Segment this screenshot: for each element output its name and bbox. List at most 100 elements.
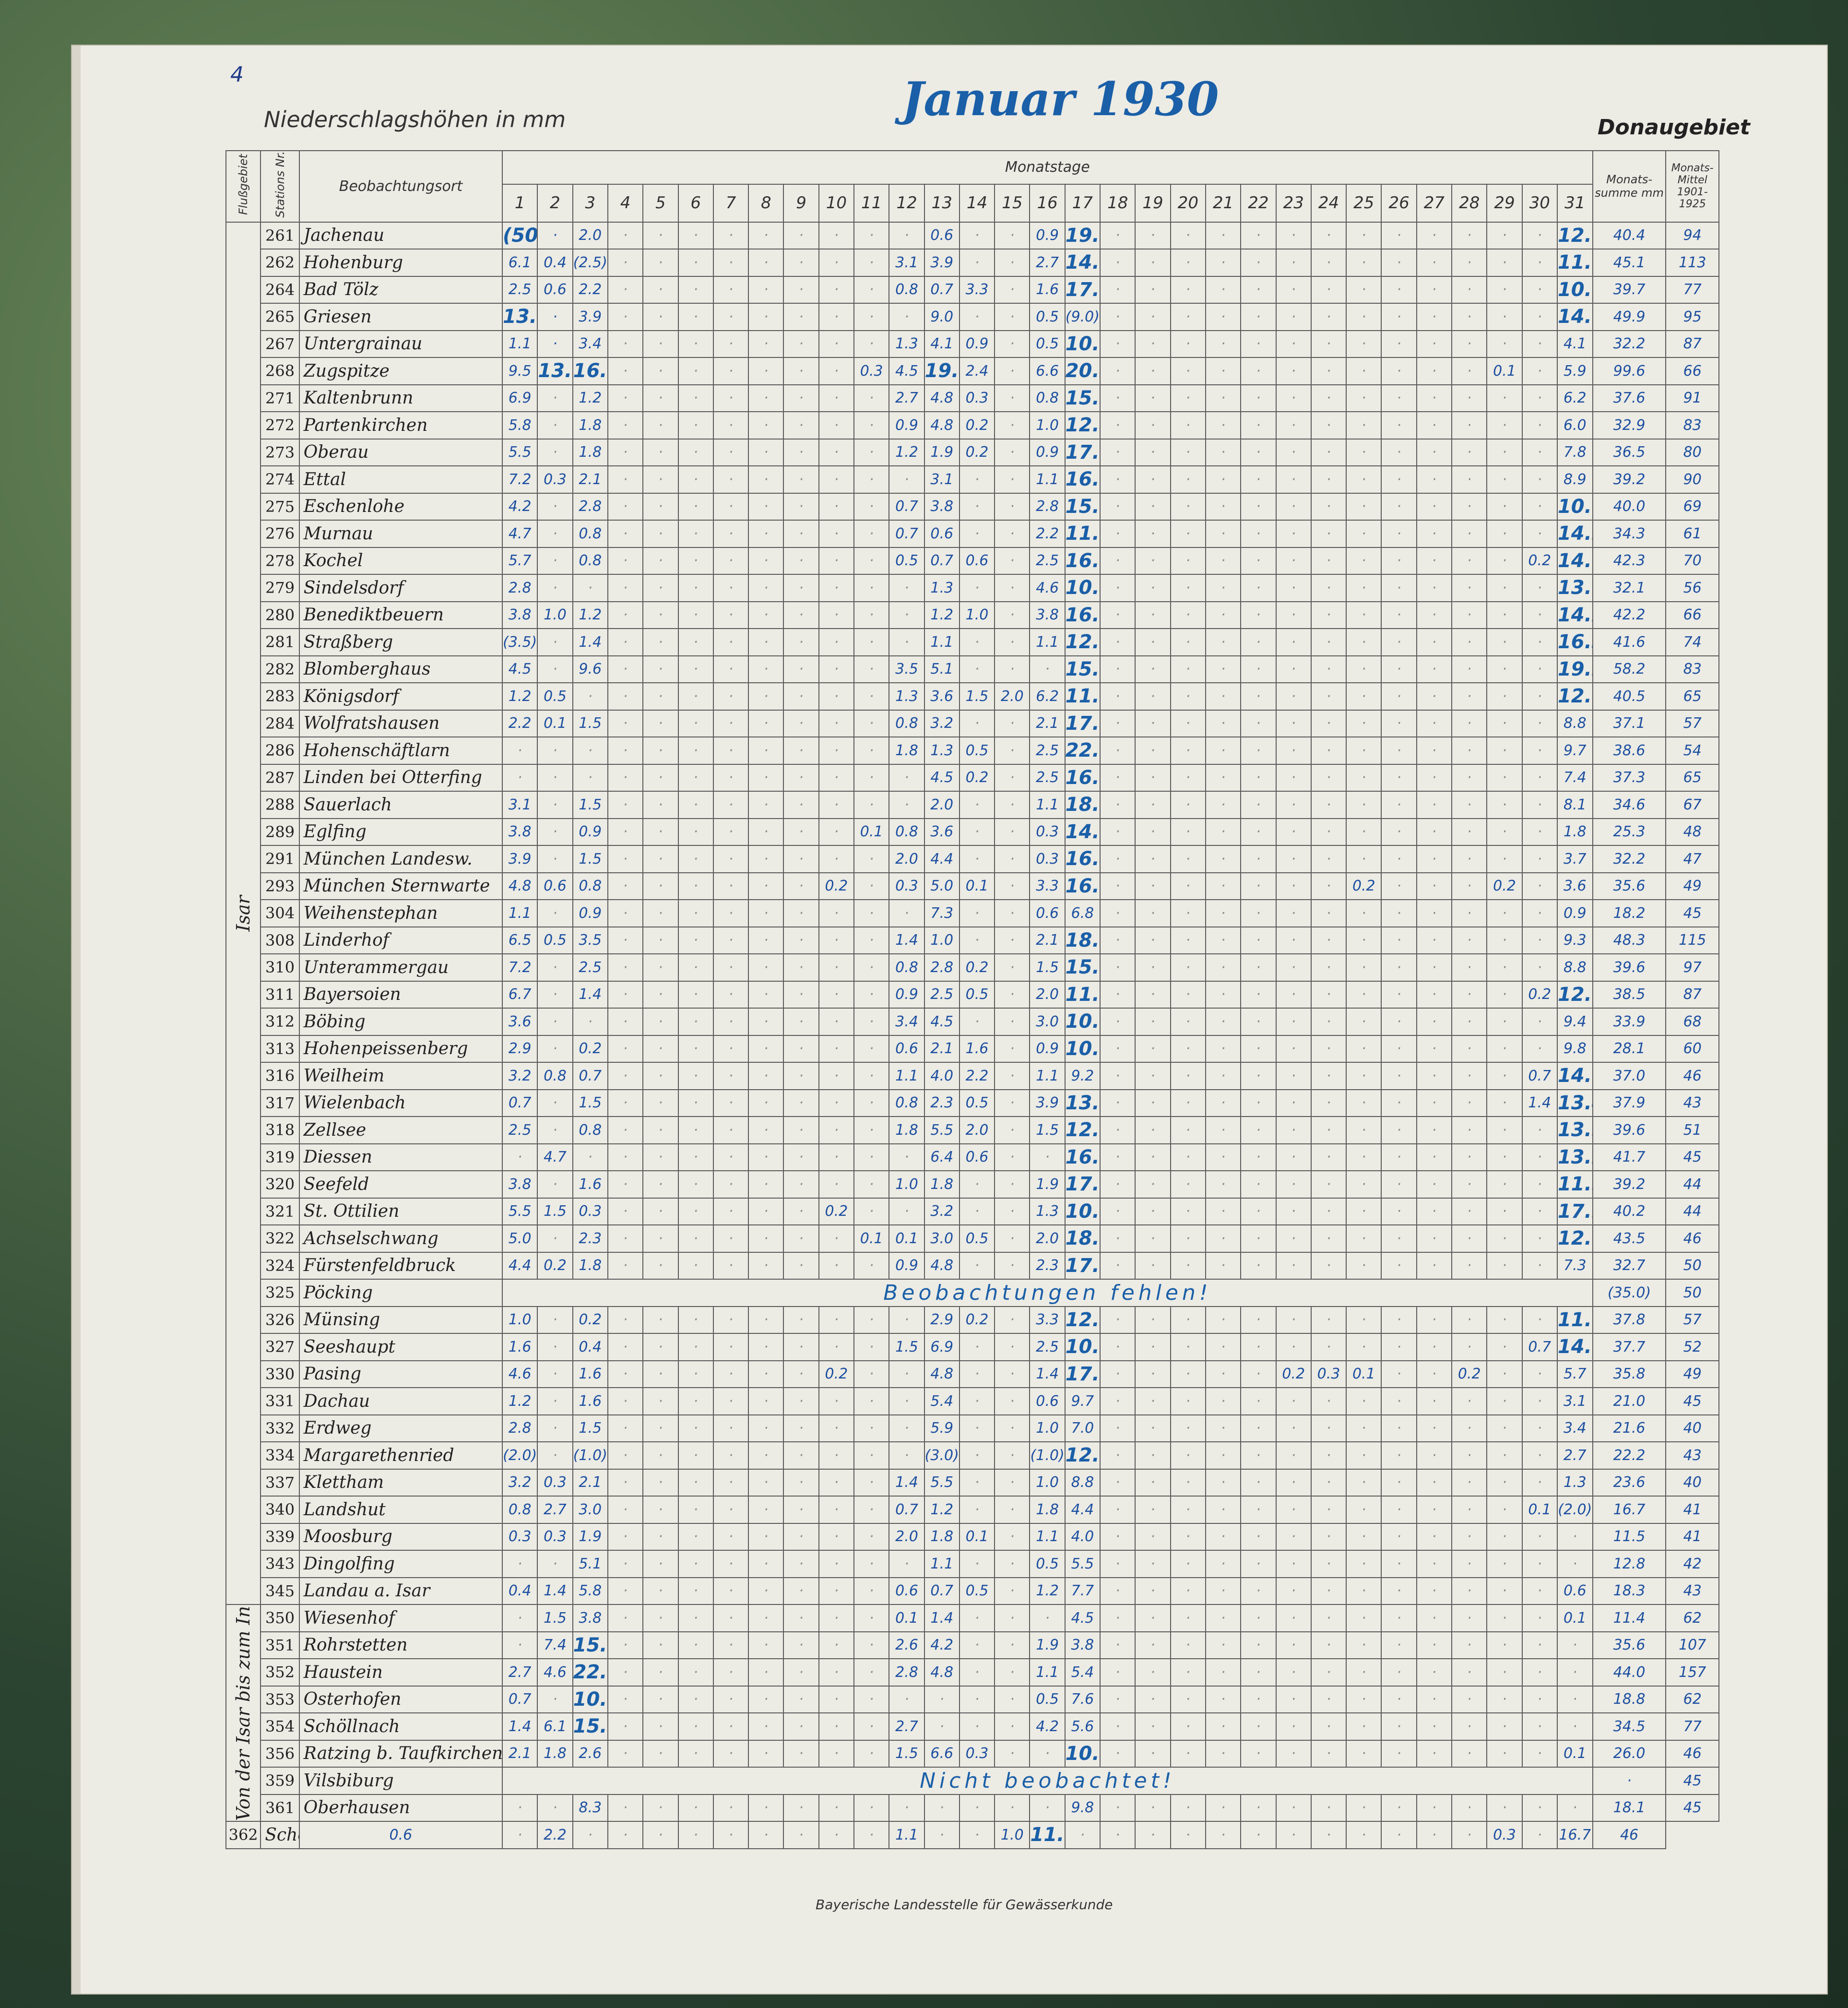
day-header: 11 bbox=[853, 183, 890, 223]
day-header: 22 bbox=[1240, 183, 1277, 223]
monthly-sum: 11.5 bbox=[1592, 1522, 1667, 1551]
day-value: · bbox=[1310, 357, 1347, 385]
day-value: · bbox=[1486, 1658, 1523, 1687]
day-value: · bbox=[642, 547, 679, 575]
day-value: 4.2 bbox=[924, 1631, 960, 1660]
day-value: · bbox=[1240, 737, 1277, 765]
day-value: 0.5 bbox=[1029, 330, 1066, 358]
day-value: · bbox=[1381, 1197, 1417, 1226]
day-value: · bbox=[1381, 1712, 1417, 1741]
monthly-mean: 40 bbox=[1665, 1414, 1719, 1443]
day-value: · bbox=[1275, 601, 1312, 630]
day-value: 5.9 bbox=[1556, 357, 1593, 385]
monthly-mean: 45 bbox=[1665, 1794, 1719, 1822]
day-value: · bbox=[677, 818, 714, 846]
day-value: · bbox=[1100, 1496, 1136, 1524]
day-header: 13 bbox=[924, 183, 960, 223]
day-value: · bbox=[748, 1685, 784, 1714]
day-value: 1.5 bbox=[572, 791, 608, 819]
day-value: · bbox=[748, 737, 784, 765]
day-value: · bbox=[1275, 574, 1312, 602]
day-value: · bbox=[818, 303, 855, 331]
page-number: 4 bbox=[230, 62, 244, 87]
day-value: · bbox=[1100, 1116, 1136, 1144]
day-value: · bbox=[607, 357, 644, 385]
day-value: · bbox=[1346, 1658, 1382, 1687]
day-value: · bbox=[1346, 953, 1382, 982]
day-value: · bbox=[783, 303, 819, 331]
monthly-mean: 90 bbox=[1665, 465, 1719, 494]
day-value: · bbox=[607, 1170, 644, 1199]
day-value: · bbox=[783, 1550, 819, 1578]
day-value: · bbox=[1416, 1360, 1453, 1389]
day-value: · bbox=[1310, 492, 1347, 521]
day-value: 0.7 bbox=[924, 275, 960, 304]
day-value: 3.8 bbox=[502, 1170, 538, 1199]
day-value: 4.8 bbox=[924, 1251, 960, 1280]
day-value: 3.8 bbox=[502, 601, 538, 630]
table-row: 289 Eglfing 3.8 · 0.9 · · · · · · · 0.1 0.8 3.6 · · 0.3 14… bbox=[226, 818, 1719, 846]
day-value: · bbox=[677, 899, 714, 927]
day-value: · bbox=[1381, 1604, 1417, 1632]
day-value: · bbox=[783, 899, 819, 927]
day-value: 2.5 bbox=[502, 1116, 538, 1144]
station-number: 275 bbox=[260, 492, 300, 521]
monthly-sum: 37.6 bbox=[1592, 384, 1667, 413]
station-number: 326 bbox=[260, 1306, 300, 1334]
station-number: 321 bbox=[260, 1197, 300, 1226]
day-value: 10.0 bbox=[1556, 492, 1593, 521]
day-value: · bbox=[607, 221, 644, 250]
day-value: · bbox=[1346, 1251, 1382, 1280]
monthly-mean: 45 bbox=[1665, 1767, 1719, 1795]
day-value: 2.0 bbox=[888, 1522, 925, 1551]
day-value: · bbox=[1521, 1631, 1558, 1660]
day-value: · bbox=[1556, 1712, 1593, 1741]
day-value: · bbox=[537, 1170, 573, 1199]
monthly-sum: 99.6 bbox=[1592, 357, 1667, 385]
day-value: · bbox=[888, 763, 925, 792]
day-value: · bbox=[712, 1360, 749, 1389]
day-value: · bbox=[783, 465, 819, 494]
day-value: · bbox=[818, 1414, 855, 1443]
station-number: 311 bbox=[260, 980, 300, 1009]
monthly-mean: 94 bbox=[1665, 221, 1719, 250]
day-value: · bbox=[853, 655, 890, 684]
day-value: 0.3 bbox=[1486, 1821, 1523, 1849]
day-value: 4.5 bbox=[888, 357, 925, 385]
day-value: · bbox=[748, 1116, 784, 1144]
day-value: 12.4 bbox=[1064, 411, 1101, 440]
day-value: · bbox=[818, 1089, 855, 1117]
station-number: 330 bbox=[260, 1360, 300, 1389]
day-value: · bbox=[1205, 1658, 1242, 1687]
day-value: 0.5 bbox=[888, 547, 925, 575]
day-value: 1.0 bbox=[1029, 411, 1066, 440]
day-value: · bbox=[1170, 1333, 1206, 1361]
day-value: · bbox=[994, 492, 1031, 521]
day-value: · bbox=[1275, 221, 1312, 250]
day-value: · bbox=[783, 275, 819, 304]
day-value: · bbox=[1451, 303, 1488, 331]
table-row: 276Murnau4.7·0.8········0.70.6··2.211.1·… bbox=[226, 520, 1719, 548]
day-value: · bbox=[1346, 1414, 1382, 1443]
day-value: · bbox=[1135, 601, 1171, 630]
day-value: 13.4 bbox=[1064, 1089, 1101, 1117]
day-value: · bbox=[1451, 1712, 1488, 1741]
day-value: (3.5) bbox=[502, 628, 538, 656]
day-value: · bbox=[994, 520, 1031, 548]
day-value: 7.6 bbox=[1064, 1685, 1101, 1714]
day-value: · bbox=[1205, 384, 1242, 413]
monthly-mean: 68 bbox=[1665, 1008, 1719, 1036]
monthly-sum: 34.6 bbox=[1592, 791, 1667, 819]
day-value: 1.9 bbox=[1029, 1631, 1066, 1660]
day-value: · bbox=[712, 1468, 749, 1497]
day-value: · bbox=[1170, 357, 1206, 385]
day-value: · bbox=[607, 520, 644, 548]
day-value: · bbox=[1381, 763, 1417, 792]
day-value: · bbox=[712, 492, 749, 521]
day-value: · bbox=[1275, 1712, 1312, 1741]
day-value: 1.4 bbox=[502, 1712, 538, 1741]
day-value: · bbox=[1275, 492, 1312, 521]
monthly-sum: 48.3 bbox=[1592, 926, 1667, 955]
day-value: · bbox=[712, 1604, 749, 1632]
station-number: 332 bbox=[260, 1414, 300, 1443]
